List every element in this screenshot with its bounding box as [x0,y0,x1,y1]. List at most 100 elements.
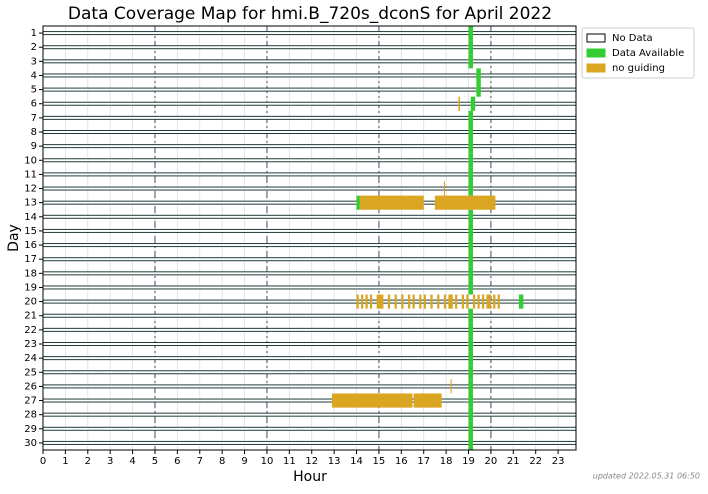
legend-box [581,27,695,79]
segment [468,280,473,295]
no-data-row [42,384,577,389]
x-tick-label: 8 [219,456,225,467]
y-axis-label: Day [6,224,22,252]
no-data-row [42,257,577,262]
x-tick-label: 20 [485,456,498,467]
x-tick-label: 1 [62,456,68,467]
x-tick-label: 10 [261,456,274,467]
segment [376,294,384,309]
no-data-row [42,31,577,36]
segment [443,181,445,196]
segment [468,266,473,281]
legend-swatch [586,48,606,58]
y-tick-label: 23 [24,339,37,350]
segment [468,124,473,140]
y-tick-label: 27 [24,396,37,407]
segment [408,294,411,309]
y-tick-label: 3 [31,56,37,67]
no-data-row [42,172,577,177]
segment [387,294,391,309]
segment [413,393,442,408]
legend-label: no guiding [612,63,665,74]
no-data-row [42,130,577,134]
segment [493,294,496,309]
segment [394,294,397,309]
y-tick-label: 6 [31,99,37,110]
no-data-row [42,285,577,290]
no-data-row [42,299,577,304]
x-tick-label: 0 [40,456,46,467]
segment [470,96,476,111]
x-tick-label: 15 [373,456,386,467]
no-data-row [42,214,577,219]
no-data-row [42,228,577,233]
y-tick-label: 24 [24,353,37,364]
footer: updated 2022.05.31 06:50 [593,472,700,481]
no-data-row [42,313,577,318]
x-tick-label: 17 [417,456,430,467]
segment [466,294,469,309]
x-tick-label: 6 [174,456,180,467]
x-tick-label: 13 [328,456,341,467]
y-tick-label: 20 [24,297,37,308]
y-tick-label: 10 [24,155,37,166]
segment [468,435,473,450]
no-data-row [42,186,577,191]
no-data-row [42,115,577,120]
segment [468,351,473,366]
segment [356,195,360,210]
segment [468,223,473,238]
x-tick-label: 3 [107,456,113,467]
segment [468,181,473,196]
no-data-row [42,426,577,431]
x-tick-label: 2 [85,456,91,467]
legend-swatch [586,33,606,43]
segment [468,322,473,337]
no-data-row [42,327,577,332]
y-tick-label: 16 [24,240,37,251]
segment [468,209,473,224]
y-tick-label: 28 [24,410,37,421]
segment [468,238,473,253]
y-tick-label: 11 [24,169,37,180]
no-data-row [42,243,577,248]
no-data-row [42,342,577,346]
x-axis-label: Hour [293,469,327,485]
x-tick-label: 5 [152,456,158,467]
segment [468,153,473,168]
x-tick-label: 14 [350,456,363,467]
no-data-row [42,200,577,205]
segment [481,294,485,309]
segment [476,68,481,83]
y-tick-label: 26 [24,381,37,392]
segment [458,96,460,111]
legend-label: Data Available [612,48,684,59]
segment [468,336,473,352]
segment [450,379,452,394]
no-data-row [42,59,577,64]
segment [472,294,476,309]
y-tick-label: 9 [31,141,37,152]
segment [361,294,364,309]
no-data-row [42,271,577,276]
no-data-row [42,45,577,50]
segment [468,139,473,154]
legend-swatch [586,63,606,73]
x-tick-label: 4 [129,456,135,467]
y-tick-label: 22 [24,325,37,336]
segment [468,308,473,323]
segment [461,294,465,309]
segment [419,294,422,309]
y-tick-label: 17 [24,254,37,265]
no-data-row [42,144,577,149]
segment [486,294,491,309]
no-data-row [42,412,577,417]
segment [477,294,480,309]
x-tick-label: 19 [462,456,475,467]
y-tick-label: 19 [24,282,37,293]
segment [455,294,458,309]
no-data-row [42,101,577,106]
y-tick-label: 30 [24,438,37,449]
no-data-row [42,356,577,361]
